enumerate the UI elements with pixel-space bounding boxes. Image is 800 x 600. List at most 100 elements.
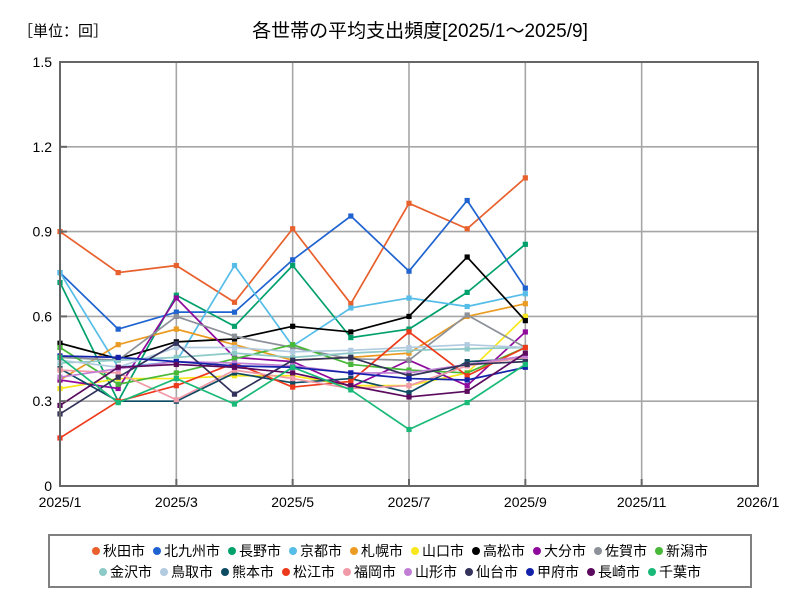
legend-color-swatch-icon	[282, 567, 290, 576]
data-point	[348, 301, 354, 307]
data-point	[348, 213, 354, 219]
data-point	[290, 344, 296, 351]
data-point	[290, 384, 296, 390]
legend-item-大分市[interactable]: 大分市	[533, 544, 586, 558]
data-point	[290, 375, 296, 382]
data-point	[522, 291, 528, 297]
legend-color-swatch-icon	[465, 567, 473, 576]
legend-row: 金沢市 鳥取市 熊本市 松江市 福岡市 山形市 仙台市 甲府市 長崎市 千葉市	[52, 561, 748, 582]
legend-item-山口市[interactable]: 山口市	[411, 544, 464, 558]
data-point	[115, 385, 121, 392]
unit-label: ［単位：回］	[18, 23, 109, 40]
legend-item-金沢市[interactable]: 金沢市	[99, 565, 152, 579]
data-point	[231, 323, 238, 329]
data-point	[115, 269, 121, 276]
legend-item-高松市[interactable]: 高松市	[472, 544, 525, 558]
legend-color-swatch-icon	[648, 567, 656, 576]
data-point	[406, 357, 412, 363]
legend-item-北九州市[interactable]: 北九州市	[153, 544, 220, 558]
legend-item-長野市[interactable]: 長野市	[228, 544, 281, 558]
data-point	[231, 344, 238, 351]
legend-item-京都市[interactable]: 京都市	[289, 544, 342, 558]
data-point	[173, 295, 179, 301]
data-point	[231, 373, 238, 379]
legend-label: 新潟市	[666, 542, 708, 559]
legend-item-鳥取市[interactable]: 鳥取市	[160, 565, 213, 579]
legend-color-swatch-icon	[587, 567, 595, 576]
data-point	[348, 361, 354, 368]
xtick-label: 2025/3	[155, 494, 198, 510]
legend-item-仙台市[interactable]: 仙台市	[465, 565, 518, 579]
legend-item-福岡市[interactable]: 福岡市	[343, 565, 396, 579]
legend-item-松江市[interactable]: 松江市	[282, 565, 335, 579]
legend-color-swatch-icon	[228, 546, 236, 555]
data-point	[406, 383, 412, 389]
data-point	[290, 262, 296, 269]
xtick-label: 2025/9	[504, 494, 547, 510]
data-point	[406, 370, 412, 376]
data-point	[348, 375, 354, 382]
data-point	[464, 361, 470, 368]
data-point	[231, 333, 238, 339]
legend-item-熊本市[interactable]: 熊本市	[221, 565, 274, 579]
legend-item-秋田市[interactable]: 秋田市	[92, 544, 145, 558]
data-point	[231, 336, 238, 342]
data-point	[115, 374, 121, 380]
legend-color-swatch-icon	[92, 546, 100, 555]
legend-item-新潟市[interactable]: 新潟市	[655, 544, 708, 558]
data-point	[406, 367, 412, 373]
data-point	[464, 346, 470, 352]
legend-label: 山口市	[422, 542, 464, 559]
data-point	[173, 354, 179, 360]
data-point	[231, 360, 238, 366]
ytick-label: 0.6	[33, 308, 53, 324]
data-point	[115, 354, 121, 360]
data-point	[231, 356, 238, 362]
data-point	[231, 299, 238, 305]
data-point	[406, 326, 412, 332]
legend-label: 山形市	[415, 563, 457, 580]
data-point	[290, 354, 296, 360]
data-point	[173, 375, 179, 382]
data-point	[173, 344, 179, 351]
data-point	[522, 353, 528, 359]
data-point	[173, 313, 179, 319]
data-point	[522, 318, 528, 324]
data-point	[173, 292, 179, 298]
data-point	[231, 364, 238, 370]
legend-item-佐賀市[interactable]: 佐賀市	[594, 544, 647, 558]
legend-color-swatch-icon	[289, 546, 297, 555]
data-point	[522, 285, 528, 291]
legend-color-swatch-icon	[594, 546, 602, 555]
data-point	[290, 257, 296, 263]
data-point	[290, 349, 296, 355]
data-point	[290, 226, 296, 232]
data-point	[522, 364, 528, 370]
ytick-label: 1.2	[33, 139, 53, 155]
legend-item-山形市[interactable]: 山形市	[404, 565, 457, 579]
data-point	[231, 391, 238, 397]
legend-item-千葉市[interactable]: 千葉市	[648, 565, 701, 579]
data-point	[406, 350, 412, 356]
data-point	[348, 378, 354, 385]
ytick-label: 0.3	[33, 393, 53, 409]
data-point	[231, 350, 238, 356]
legend-color-swatch-icon	[160, 567, 168, 576]
data-point	[290, 373, 296, 379]
legend-row: 秋田市 北九州市 長野市 京都市 札幌市 山口市 高松市 大分市 佐賀市 新潟市	[52, 540, 748, 561]
xtick-label: 2025/5	[271, 494, 314, 510]
chart-title: 各世帯の平均支出頻度[2025/1～2025/9]	[252, 21, 588, 42]
legend-color-swatch-icon	[411, 546, 419, 555]
data-point	[348, 350, 354, 356]
legend-color-swatch-icon	[655, 546, 663, 555]
data-point	[173, 361, 179, 368]
data-point	[522, 241, 528, 247]
legend-item-甲府市[interactable]: 甲府市	[526, 565, 579, 579]
data-point	[464, 400, 470, 406]
legend-item-長崎市[interactable]: 長崎市	[587, 565, 640, 579]
legend-color-swatch-icon	[526, 567, 534, 576]
legend-item-札幌市[interactable]: 札幌市	[350, 544, 403, 558]
legend-label: 松江市	[293, 563, 335, 580]
data-point	[464, 312, 470, 318]
legend-color-swatch-icon	[533, 546, 541, 555]
